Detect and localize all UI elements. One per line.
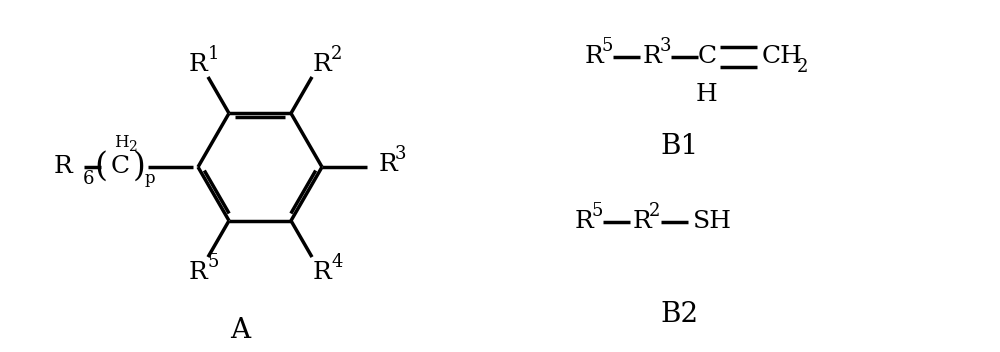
Text: R: R <box>585 45 604 69</box>
Text: 2: 2 <box>649 202 661 220</box>
Text: 2: 2 <box>797 58 808 76</box>
Text: R: R <box>575 210 594 233</box>
Text: A: A <box>230 316 250 344</box>
Text: p: p <box>145 170 155 188</box>
Text: 1: 1 <box>207 45 219 63</box>
Text: C: C <box>697 45 717 69</box>
Text: 3: 3 <box>659 37 671 55</box>
Text: R: R <box>313 260 331 284</box>
Text: R: R <box>189 260 207 284</box>
Text: 5: 5 <box>591 202 603 220</box>
Text: H: H <box>114 134 128 151</box>
Text: B1: B1 <box>661 133 699 161</box>
Text: 6: 6 <box>83 170 94 188</box>
Text: 3: 3 <box>395 145 406 163</box>
Text: 5: 5 <box>601 37 613 55</box>
Text: 2: 2 <box>128 140 136 154</box>
Text: H: H <box>696 83 718 107</box>
Text: R: R <box>53 156 72 178</box>
Text: R: R <box>189 54 207 76</box>
Text: R: R <box>379 153 398 176</box>
Text: R: R <box>633 210 652 233</box>
Text: C: C <box>110 156 130 178</box>
Text: CH: CH <box>762 45 803 69</box>
Text: 5: 5 <box>207 253 219 271</box>
Text: 2: 2 <box>331 45 343 63</box>
Text: (: ( <box>94 151 108 183</box>
Text: B2: B2 <box>661 301 699 327</box>
Text: R: R <box>643 45 662 69</box>
Text: 4: 4 <box>331 253 343 271</box>
Text: R: R <box>313 54 331 76</box>
Text: ): ) <box>133 151 145 183</box>
Text: SH: SH <box>693 210 732 233</box>
